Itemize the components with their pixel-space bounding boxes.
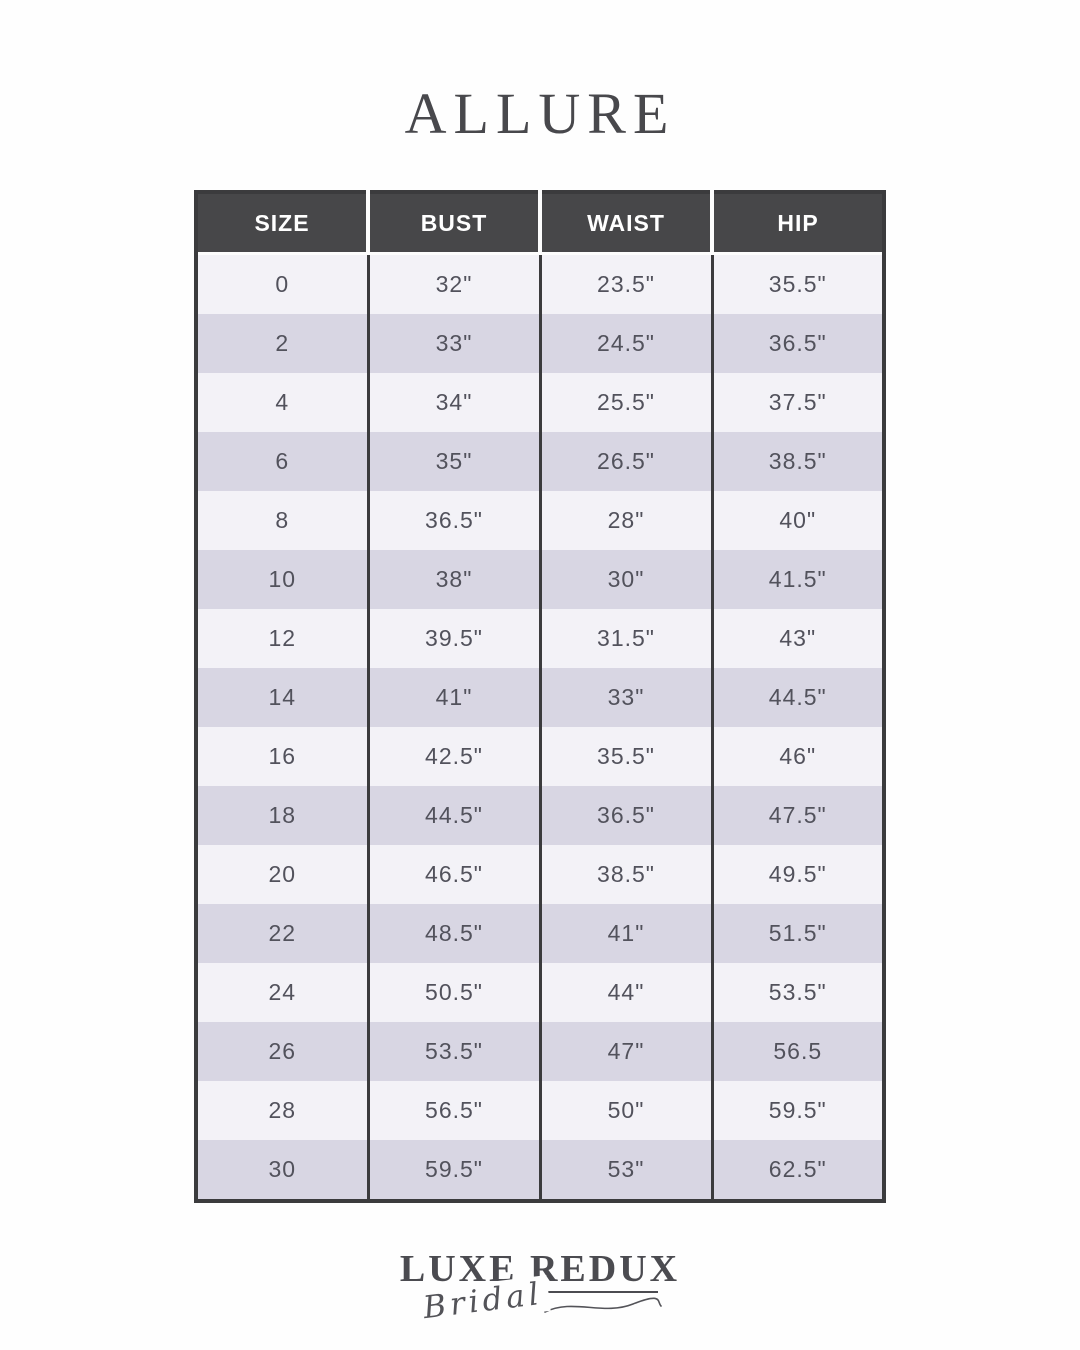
table-cell: 36.5": [366, 491, 540, 550]
table-cell: 47.5": [710, 786, 884, 845]
table-row: 22 48.5" 41" 51.5": [196, 904, 884, 963]
header-cell: SIZE: [196, 192, 368, 255]
table-cell: 2: [196, 314, 368, 373]
table-cell: 40": [710, 491, 884, 550]
table-cell: 8: [196, 491, 368, 550]
table-cell: 46.5": [366, 845, 540, 904]
page-title: ALLURE: [404, 81, 676, 146]
table-cell: 35.5": [710, 253, 884, 314]
table-cell: 59.5": [366, 1140, 540, 1201]
table-cell: 41": [538, 904, 712, 963]
table-cell: 43": [710, 609, 884, 668]
table-cell: 28: [196, 1081, 368, 1140]
table-cell: 22: [196, 904, 368, 963]
table-cell: 24.5": [538, 314, 712, 373]
table-cell: 28": [538, 491, 712, 550]
table-cell: 49.5": [710, 845, 884, 904]
brand-script-wrap: Bridal: [0, 1275, 1080, 1327]
table-cell: 62.5": [710, 1140, 884, 1201]
table-cell: 34": [366, 373, 540, 432]
table-cell: 48.5": [366, 904, 540, 963]
table-row: 26 53.5" 47" 56.5: [196, 1022, 884, 1081]
table-cell: 33": [366, 314, 540, 373]
table-row: 12 39.5" 31.5" 43": [196, 609, 884, 668]
flourish-icon: [544, 1297, 662, 1313]
table-cell: 56.5: [710, 1022, 884, 1081]
table-cell: 37.5": [710, 373, 884, 432]
header-cell: BUST: [366, 192, 540, 255]
table-row: 2 33" 24.5" 36.5": [196, 314, 884, 373]
table-row: 30 59.5" 53" 62.5": [196, 1140, 884, 1201]
header-cell: HIP: [710, 192, 884, 255]
table-cell: 6: [196, 432, 368, 491]
size-table: SIZE BUST WAIST HIP 0 32" 23.5" 35.5" 2 33" 24.5"…: [194, 190, 886, 1203]
table-cell: 23.5": [538, 253, 712, 314]
table-row: 10 38" 30" 41.5": [196, 550, 884, 609]
table-cell: 50.5": [366, 963, 540, 1022]
table-row: 0 32" 23.5" 35.5": [196, 253, 884, 314]
table-cell: 38": [366, 550, 540, 609]
table-row: 24 50.5" 44" 53.5": [196, 963, 884, 1022]
header-cell: WAIST: [538, 192, 712, 255]
table-cell: 53.5": [710, 963, 884, 1022]
table-cell: 46": [710, 727, 884, 786]
table-cell: 36.5": [538, 786, 712, 845]
table-cell: 50": [538, 1081, 712, 1140]
table-cell: 44.5": [710, 668, 884, 727]
table-cell: 30": [538, 550, 712, 609]
brand-script-text: Bridal: [415, 1275, 551, 1327]
table-cell: 26.5": [538, 432, 712, 491]
table-header: SIZE BUST WAIST HIP: [196, 192, 884, 255]
table-cell: 38.5": [710, 432, 884, 491]
table-cell: 25.5": [538, 373, 712, 432]
table-cell: 41": [366, 668, 540, 727]
table-row: 8 36.5" 28" 40": [196, 491, 884, 550]
table-cell: 0: [196, 253, 368, 314]
table-cell: 36.5": [710, 314, 884, 373]
table-cell: 12: [196, 609, 368, 668]
table-cell: 24: [196, 963, 368, 1022]
table-cell: 38.5": [538, 845, 712, 904]
table-row: 28 56.5" 50" 59.5": [196, 1081, 884, 1140]
table-cell: 35.5": [538, 727, 712, 786]
table-row: 4 34" 25.5" 37.5": [196, 373, 884, 432]
table-cell: 42.5": [366, 727, 540, 786]
table-cell: 59.5": [710, 1081, 884, 1140]
table-cell: 20: [196, 845, 368, 904]
brand-logo: LUXE REDUX Bridal: [0, 1249, 1080, 1327]
table-cell: 4: [196, 373, 368, 432]
table-cell: 31.5": [538, 609, 712, 668]
table-cell: 26: [196, 1022, 368, 1081]
table-cell: 32": [366, 253, 540, 314]
table-body: 0 32" 23.5" 35.5" 2 33" 24.5" 36.5" 4 34" 25.5" 37.…: [196, 253, 884, 1201]
table-cell: 14: [196, 668, 368, 727]
table-cell: 53": [538, 1140, 712, 1201]
table-row: 20 46.5" 38.5" 49.5": [196, 845, 884, 904]
table-cell: 51.5": [710, 904, 884, 963]
table-cell: 47": [538, 1022, 712, 1081]
table-cell: 56.5": [366, 1081, 540, 1140]
table-row: 6 35" 26.5" 38.5": [196, 432, 884, 491]
table-cell: 39.5": [366, 609, 540, 668]
table-cell: 10: [196, 550, 368, 609]
table-header-row: SIZE BUST WAIST HIP: [196, 192, 884, 255]
table-cell: 18: [196, 786, 368, 845]
table-row: 18 44.5" 36.5" 47.5": [196, 786, 884, 845]
table-cell: 35": [366, 432, 540, 491]
table-cell: 16: [196, 727, 368, 786]
table-cell: 44": [538, 963, 712, 1022]
table-row: 16 42.5" 35.5" 46": [196, 727, 884, 786]
table-row: 14 41" 33" 44.5": [196, 668, 884, 727]
table-cell: 53.5": [366, 1022, 540, 1081]
table-cell: 41.5": [710, 550, 884, 609]
table-cell: 33": [538, 668, 712, 727]
table-cell: 30: [196, 1140, 368, 1201]
table-cell: 44.5": [366, 786, 540, 845]
